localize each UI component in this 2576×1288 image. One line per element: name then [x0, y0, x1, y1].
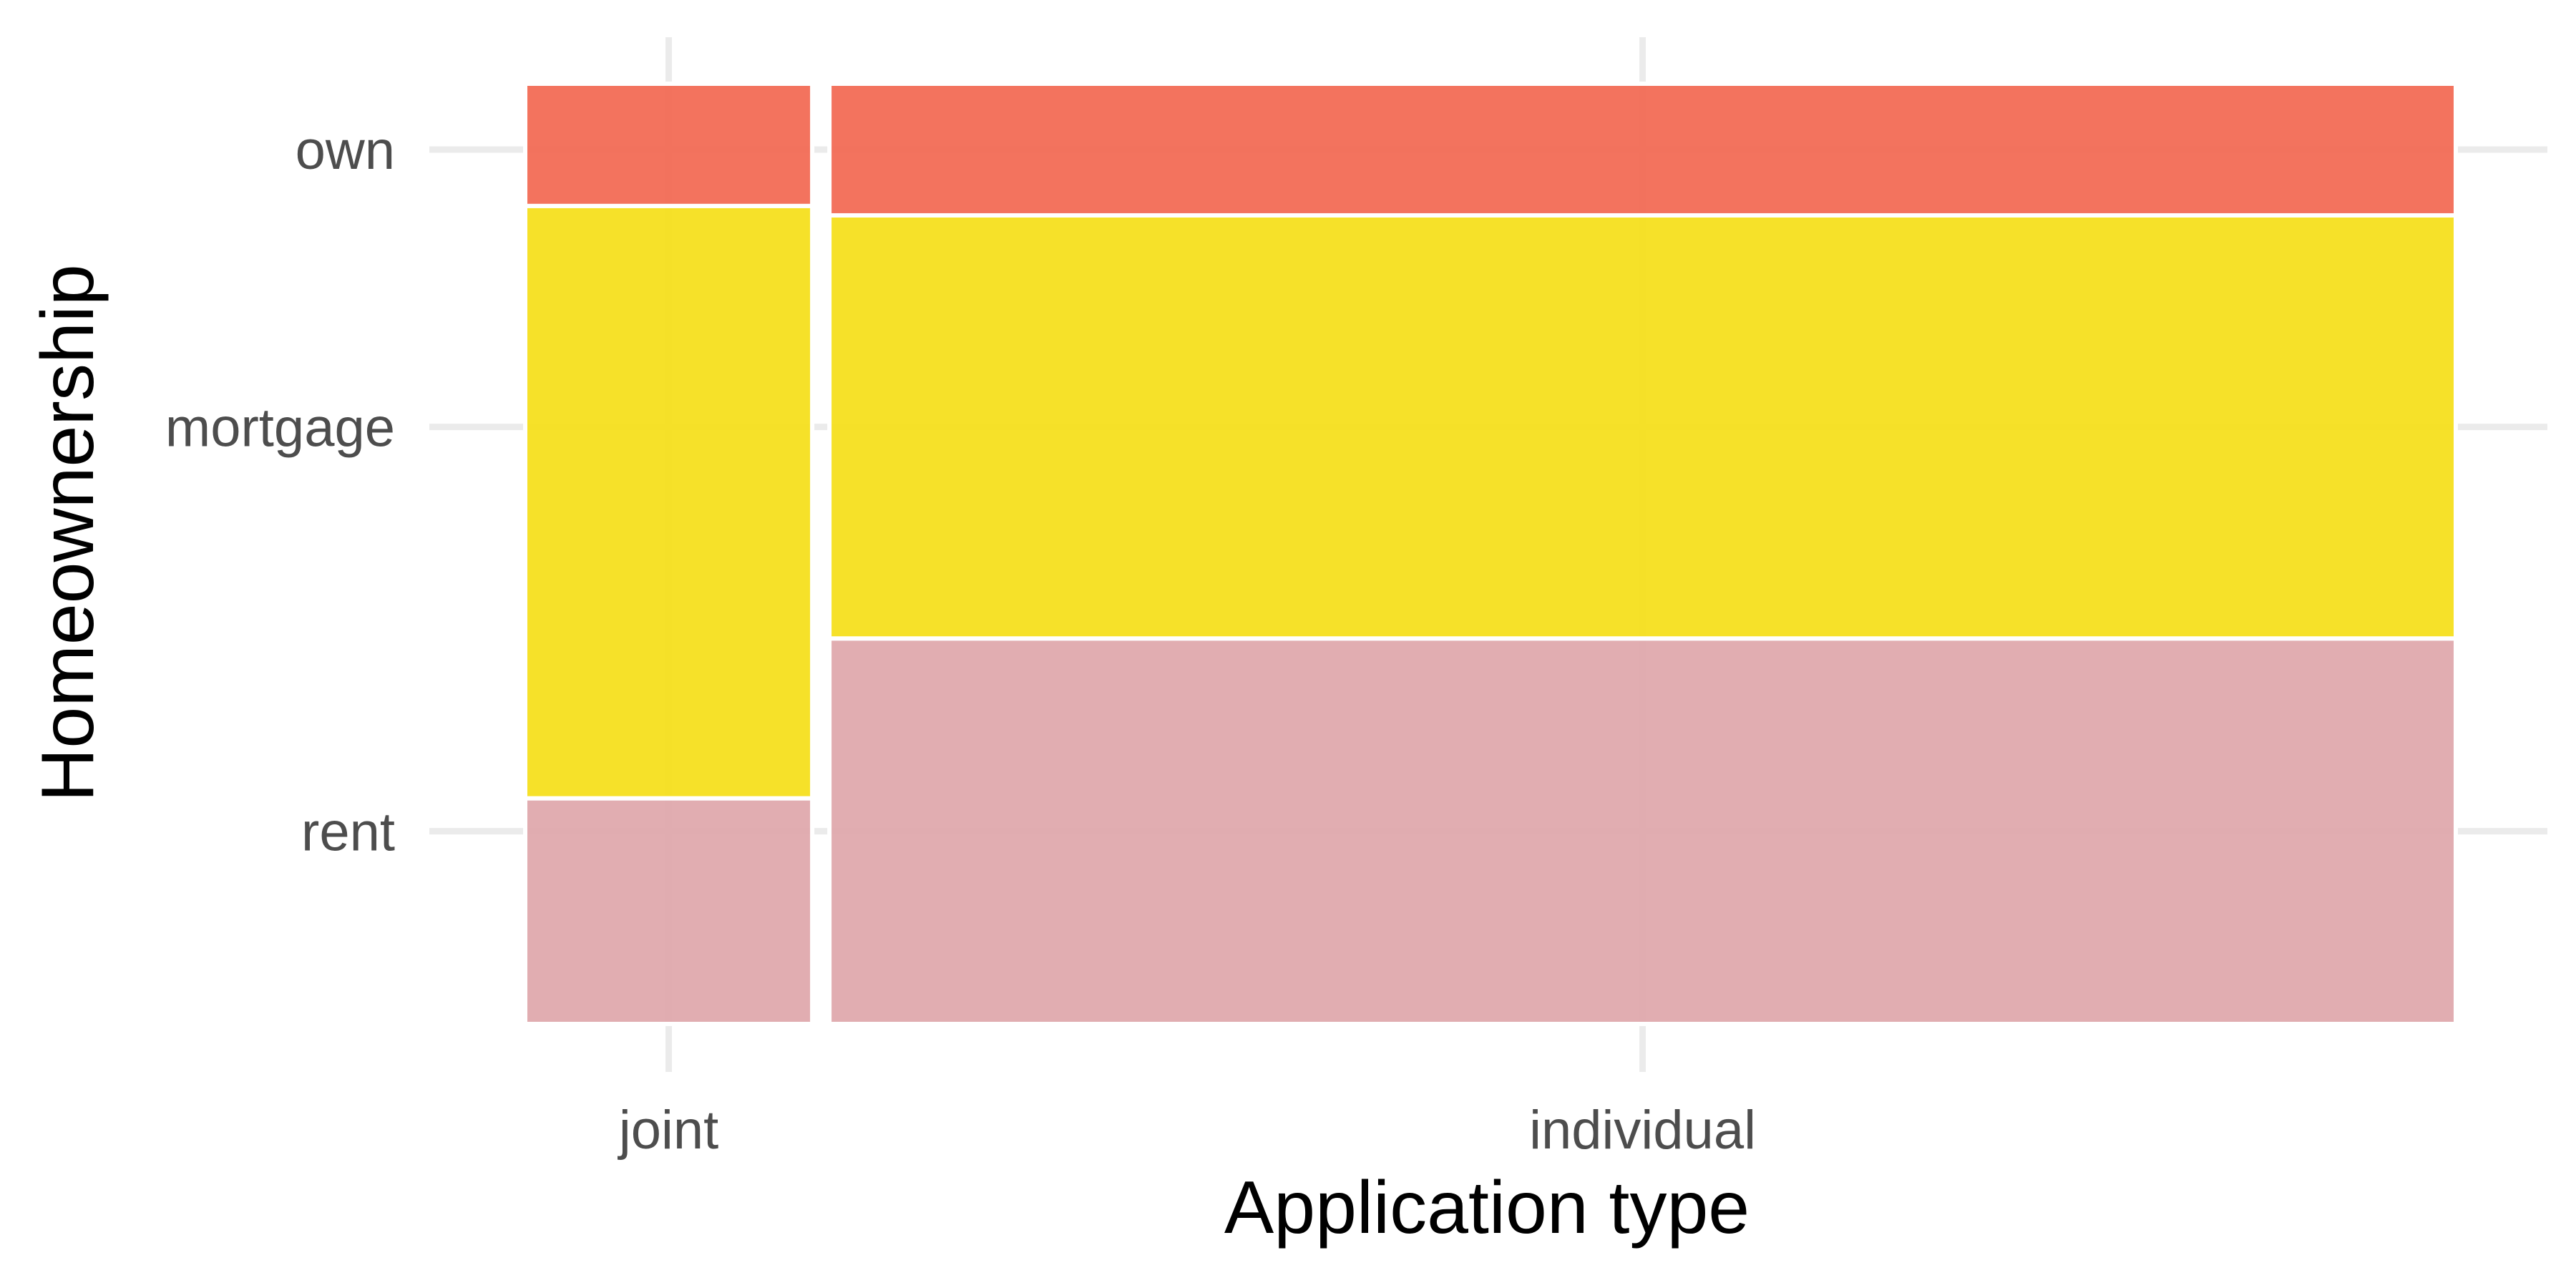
- tile-joint-rent: [523, 796, 815, 1026]
- y-tick-rent: rent: [301, 802, 395, 863]
- mosaic-tiles: [523, 82, 2458, 1026]
- y-tick-labels: rent mortgage own: [165, 120, 395, 863]
- tile-individual-rent: [827, 636, 2458, 1026]
- y-tick-own: own: [296, 120, 395, 181]
- x-tick-labels: joint individual: [618, 1100, 1756, 1161]
- x-tick-individual: individual: [1529, 1100, 1756, 1161]
- x-tick-joint: joint: [618, 1100, 718, 1161]
- tile-individual-mortgage: [827, 213, 2458, 641]
- tile-joint-own: [523, 82, 815, 208]
- x-axis-title: Application type: [1224, 1166, 1750, 1249]
- tile-joint-mortgage: [523, 203, 815, 801]
- y-tick-mortgage: mortgage: [165, 398, 395, 459]
- y-axis-title: Homeownership: [26, 264, 109, 801]
- tile-individual-own: [827, 82, 2458, 218]
